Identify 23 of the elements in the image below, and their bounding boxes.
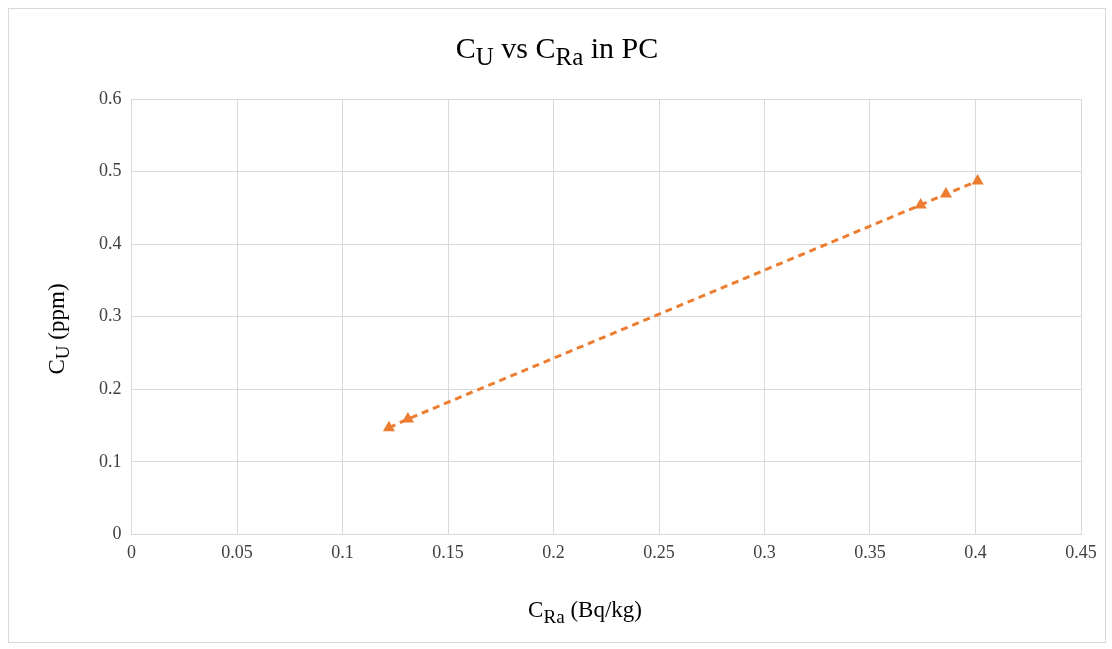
- x-tick-label: 0.3: [753, 541, 776, 562]
- y-tick-label: 0: [112, 523, 122, 544]
- x-tick-label: 0.25: [643, 541, 675, 562]
- x-tick-label: 0.1: [331, 541, 354, 562]
- y-tick-label: 0.6: [99, 87, 122, 108]
- x-tick-label: 0.05: [221, 541, 253, 562]
- point: [939, 187, 953, 198]
- y-tick-label: 0.3: [99, 305, 122, 326]
- chart-title: C$_{U}$ vs C$_{Ra}$ in PC: [454, 31, 660, 71]
- x-tick-label: 0.4: [964, 541, 987, 562]
- x-tick-label: 0.2: [542, 541, 565, 562]
- y-tick-label: 0.4: [99, 232, 122, 253]
- y-tick-label: 0.2: [99, 378, 122, 398]
- x-tick-label: 0: [127, 541, 136, 562]
- point: [914, 197, 927, 209]
- x-tick-label: 0.45: [1065, 541, 1097, 562]
- x-tick-label: 0.35: [854, 541, 886, 562]
- y-tick-label: 0.5: [99, 160, 122, 181]
- point: [382, 420, 395, 432]
- point: [971, 174, 984, 185]
- x-tick-label: 0.15: [432, 541, 464, 562]
- y-tick-label: 0.1: [99, 450, 122, 471]
- x-axis-title: C$_{Ra}$ (Bq/kg): [527, 597, 643, 628]
